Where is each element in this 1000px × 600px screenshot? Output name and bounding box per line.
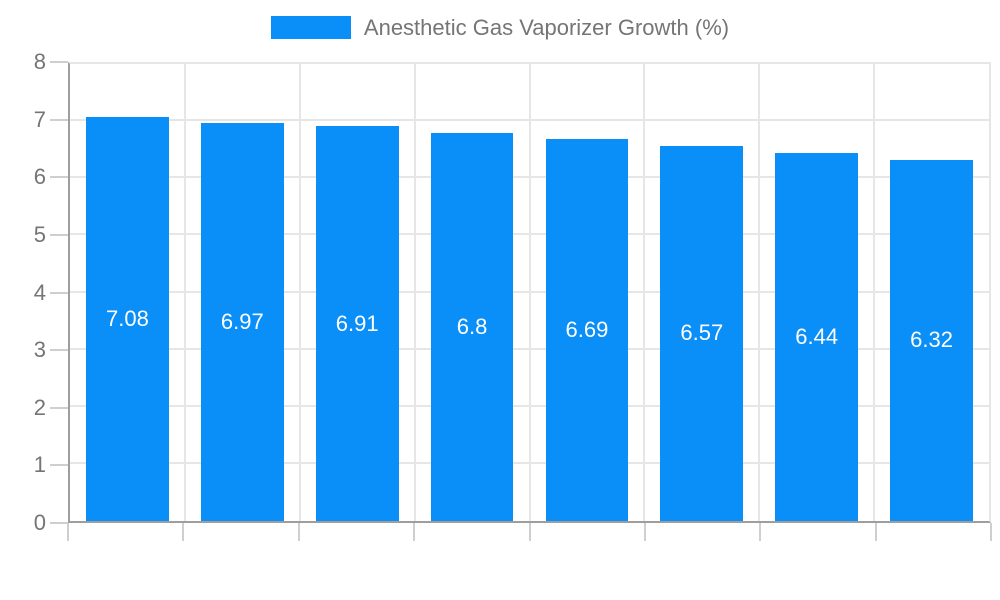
y-tick-mark <box>50 464 68 467</box>
y-tick-label: 0 <box>33 510 46 535</box>
x-tick-mark <box>759 523 762 541</box>
bar: 6.44 <box>775 153 859 521</box>
bar-value-label: 6.32 <box>910 327 953 353</box>
bar-slot: 6.57 <box>644 64 759 521</box>
x-tick-mark <box>413 523 416 541</box>
bar-value-label: 6.57 <box>680 320 724 346</box>
bar-value-label: 6.8 <box>456 313 488 339</box>
y-tick-label: 7 <box>33 106 46 132</box>
legend-label: Anesthetic Gas Vaporizer Growth (%) <box>363 14 730 40</box>
x-tick-mark <box>643 523 646 541</box>
y-tick-label: 4 <box>33 279 46 305</box>
y-tick-label: 1 <box>33 452 46 478</box>
y-tick-label: 5 <box>33 221 46 247</box>
bar-slot: 6.8 <box>415 64 530 521</box>
gridline-vertical <box>643 64 646 521</box>
y-tick-label: 3 <box>33 337 46 363</box>
bar-slot: 6.97 <box>185 64 300 521</box>
y-tick-label: 6 <box>33 164 46 190</box>
plot-area: 7.08 6.97 6.91 6.8 6.69 6.57 6.44 6.32 <box>68 62 991 523</box>
y-tick-mark <box>50 291 68 294</box>
y-tick-label: 2 <box>33 394 46 420</box>
bar-value-label: 6.44 <box>795 324 839 350</box>
x-tick-mark <box>528 523 531 541</box>
legend-swatch-icon <box>270 16 351 39</box>
x-tick-mark <box>182 523 185 541</box>
y-tick-mark <box>50 349 68 352</box>
y-tick-mark <box>50 233 68 236</box>
gridline-vertical <box>873 64 876 521</box>
y-tick-mark <box>50 522 68 524</box>
y-tick-label: 8 <box>33 49 46 74</box>
bar: 6.57 <box>660 145 744 521</box>
bar-slot: 6.91 <box>300 64 415 521</box>
bar: 6.69 <box>545 138 629 521</box>
x-tick-mark <box>990 523 992 541</box>
bar-value-label: 6.97 <box>220 308 264 334</box>
bar: 6.91 <box>315 126 399 521</box>
bar: 6.8 <box>430 132 514 521</box>
x-tick-mark <box>874 523 877 541</box>
bar-slot: 7.08 <box>70 64 185 521</box>
y-tick-mark <box>50 406 68 409</box>
bar-slot: 6.32 <box>874 64 989 521</box>
bar-slot: 6.69 <box>530 64 645 521</box>
x-tick-mark <box>297 523 300 541</box>
gridline-vertical <box>528 64 531 521</box>
x-tick-mark <box>67 523 69 541</box>
gridline-vertical <box>758 64 761 521</box>
bar: 6.32 <box>890 159 973 521</box>
gridline-vertical <box>413 64 416 521</box>
legend: Anesthetic Gas Vaporizer Growth (%) <box>0 16 1000 39</box>
legend-item[interactable]: Anesthetic Gas Vaporizer Growth (%) <box>270 14 730 40</box>
bar: 6.97 <box>200 122 284 521</box>
y-tick-mark <box>50 176 68 179</box>
bar-value-label: 6.69 <box>565 316 609 342</box>
gridline-vertical <box>298 64 301 521</box>
y-tick-mark <box>50 118 68 121</box>
y-tick-mark <box>50 61 68 63</box>
bar-value-label: 6.91 <box>335 310 379 336</box>
gridline-vertical <box>183 64 186 521</box>
bar-value-label: 7.08 <box>106 305 149 331</box>
bar: 7.08 <box>86 116 169 521</box>
bar-slot: 6.44 <box>759 64 874 521</box>
